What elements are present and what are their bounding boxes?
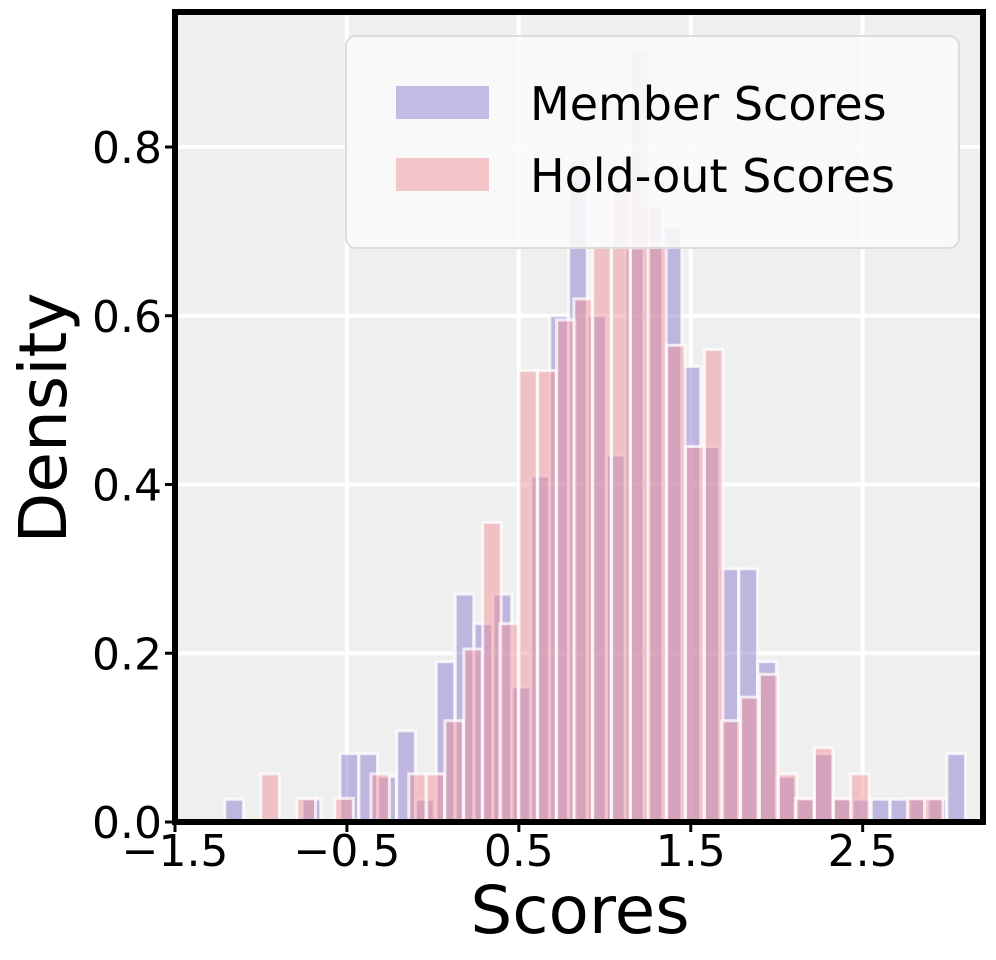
axis-ticks: −1.5 −0.5 0.5 1.5 2.5 0.0 0.2 0.4 0.6 0.8 xyxy=(92,123,898,877)
y-tick-label: 0.0 xyxy=(92,798,162,849)
holdout-bar xyxy=(481,520,503,824)
y-tick-label: 0.4 xyxy=(92,461,162,512)
member-bar xyxy=(869,797,892,824)
holdout-bar xyxy=(424,772,446,824)
holdout-bar xyxy=(572,297,594,824)
holdout-bar xyxy=(665,343,687,824)
holdout-bar xyxy=(498,622,520,824)
holdout-bar xyxy=(758,672,780,824)
x-tick-label: 1.5 xyxy=(656,826,726,877)
legend-box xyxy=(345,35,960,249)
y-tick-label: 0.2 xyxy=(92,629,162,680)
legend-label-member: Member Scores xyxy=(530,77,887,131)
holdout-bar xyxy=(776,772,799,824)
holdout-bar xyxy=(720,719,742,824)
holdout-bar xyxy=(794,796,816,824)
holdout-bar xyxy=(905,796,928,824)
holdout-bar xyxy=(555,318,577,824)
holdout-bar xyxy=(259,772,281,824)
holdout-bar xyxy=(333,796,355,824)
legend-swatch-holdout xyxy=(396,158,489,191)
x-tick-label: 2.5 xyxy=(828,826,898,877)
holdout-bar xyxy=(462,647,484,824)
holdout-bar xyxy=(407,772,429,824)
holdout-bar xyxy=(831,796,854,824)
holdout-bar xyxy=(684,445,706,824)
holdout-bar xyxy=(591,242,613,824)
y-axis-title: Density xyxy=(5,293,82,544)
holdout-bar xyxy=(646,242,668,824)
holdout-bar xyxy=(536,369,558,824)
x-tick-label: 0.5 xyxy=(484,826,554,877)
legend-label-holdout: Hold-out Scores xyxy=(530,149,895,203)
y-tick-label: 0.6 xyxy=(92,292,162,343)
holdout-bar xyxy=(739,695,761,824)
holdout-bar xyxy=(813,746,835,824)
x-axis-title: Scores xyxy=(470,872,689,949)
legend-swatch-member xyxy=(396,86,489,119)
holdout-bar xyxy=(369,772,391,824)
member-bar xyxy=(945,752,967,824)
y-tick-label: 0.8 xyxy=(92,123,162,174)
holdout-bar xyxy=(610,183,632,824)
holdout-bar xyxy=(849,772,871,824)
legend: Member Scores Hold-out Scores xyxy=(345,35,960,249)
holdout-bar xyxy=(517,369,539,824)
x-tick-label: −1.5 xyxy=(122,826,229,877)
plot-frame xyxy=(172,9,986,825)
holdout-bar xyxy=(923,796,945,824)
x-tick-label: −0.5 xyxy=(293,826,400,877)
holdout-bar xyxy=(443,719,465,824)
member-bar xyxy=(223,797,245,824)
holdout-bar xyxy=(702,348,725,824)
holdout-bar xyxy=(295,796,317,824)
